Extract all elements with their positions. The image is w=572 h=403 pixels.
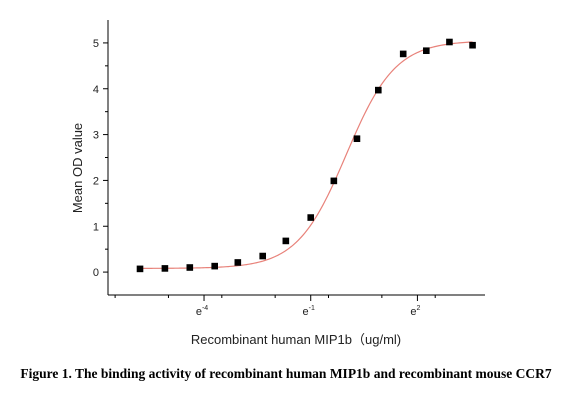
chart: 0 1 2 3 4 5 e-4 e-1 e2 Mean OD value Recombinant… [70, 20, 485, 347]
data-point [375, 86, 382, 94]
figure-caption: Figure 1. The binding activity of recomb… [20, 366, 552, 381]
x-tick-label: e-1 [303, 305, 315, 318]
y-tick-label: 4 [93, 84, 99, 96]
data-point [330, 177, 338, 185]
data-point [399, 50, 407, 58]
x-tick-label: e2 [410, 305, 420, 318]
y-tick-label: 0 [93, 267, 99, 279]
data-point [161, 265, 169, 272]
y-tick-label: 2 [93, 175, 99, 187]
fit-curve-layer [140, 41, 473, 269]
data-point [186, 264, 194, 271]
y-tick-label: 1 [93, 221, 99, 233]
data-points [136, 38, 476, 273]
data-point [136, 265, 144, 273]
data-point [307, 214, 315, 221]
x-axis-title: Recombinant human MIP1b（ug/ml) [191, 332, 401, 347]
data-point [446, 38, 453, 46]
data-point [234, 259, 242, 266]
data-point [259, 252, 267, 260]
data-point [469, 41, 476, 49]
fit-curve [140, 41, 473, 269]
y-tick-label: 5 [93, 38, 99, 50]
axes: 0 1 2 3 4 5 e-4 e-1 e2 [93, 20, 485, 318]
data-point [211, 262, 218, 270]
data-point [353, 135, 361, 143]
x-tick-label: e-4 [196, 305, 208, 318]
y-tick-label: 3 [93, 130, 99, 142]
data-point [423, 47, 430, 55]
y-axis-title: Mean OD value [70, 123, 85, 213]
data-point [282, 237, 290, 245]
